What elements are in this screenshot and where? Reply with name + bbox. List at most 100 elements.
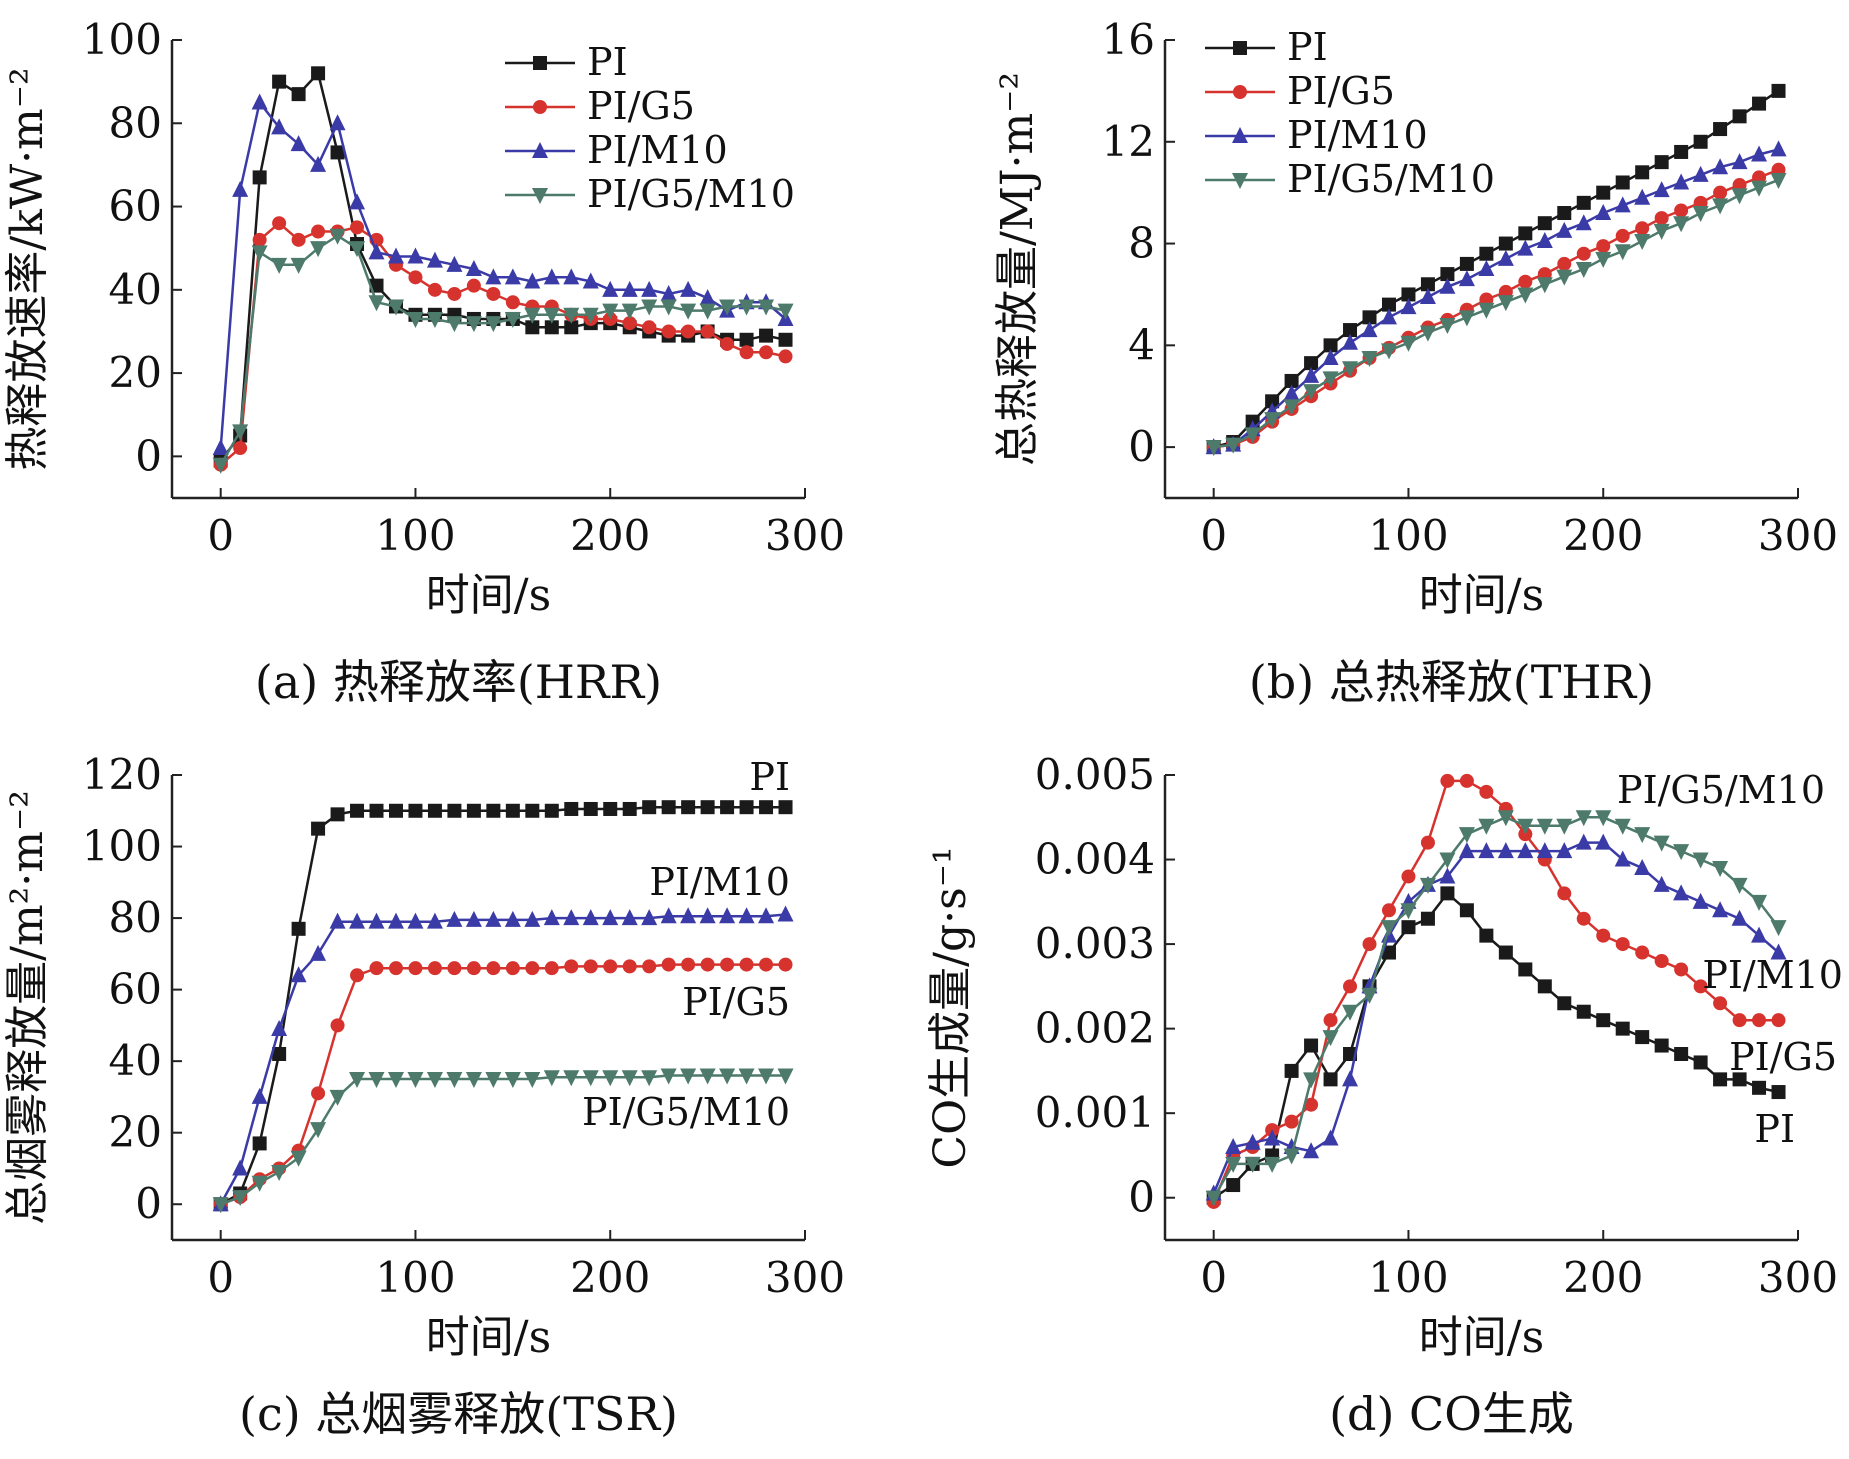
data-point — [1635, 221, 1650, 236]
data-point — [1400, 335, 1417, 352]
data-point — [407, 1072, 424, 1089]
data-point — [1479, 928, 1494, 943]
data-point — [699, 303, 716, 320]
data-point — [311, 66, 326, 81]
data-point — [447, 286, 462, 301]
data-point — [1342, 1070, 1359, 1087]
data-point — [680, 280, 697, 297]
data-point — [1556, 269, 1573, 286]
data-point — [563, 1070, 580, 1087]
data-point — [1712, 198, 1729, 215]
data-point — [1635, 165, 1650, 180]
data-point — [1713, 122, 1728, 137]
legend-label: PI/M10 — [1287, 113, 1428, 157]
legend-swatch-marker — [1232, 173, 1248, 189]
data-point — [1420, 277, 1435, 292]
series-line-pi-g5-m10 — [219, 234, 786, 466]
data-point — [1770, 943, 1787, 960]
panel-caption: (b) 总热释放(THR) — [1249, 655, 1654, 709]
data-point — [446, 910, 463, 927]
data-point — [622, 316, 637, 331]
data-point — [1692, 892, 1709, 909]
data-point — [1303, 384, 1320, 401]
data-point — [1536, 818, 1553, 835]
data-point — [1751, 894, 1768, 911]
data-point — [1575, 214, 1592, 231]
data-point — [525, 961, 540, 976]
series-end-label: PI/G5/M10 — [1617, 768, 1825, 812]
data-point — [504, 311, 521, 328]
y-tick-label: 4 — [1128, 320, 1155, 369]
data-point — [1673, 884, 1690, 901]
data-point — [1284, 1063, 1299, 1078]
data-point — [426, 251, 443, 268]
data-point — [699, 907, 716, 924]
data-point — [1731, 909, 1748, 926]
data-point — [388, 803, 403, 818]
data-point — [642, 959, 657, 974]
data-point — [1283, 399, 1300, 416]
x-tick-label: 0 — [1200, 1253, 1227, 1302]
data-point — [311, 1086, 326, 1101]
data-point — [582, 272, 599, 289]
data-point — [1752, 1080, 1767, 1095]
data-point — [1595, 810, 1612, 827]
data-point — [1517, 842, 1534, 859]
data-point — [525, 320, 540, 335]
data-point — [680, 1068, 697, 1085]
data-point — [271, 257, 288, 274]
legend-label: PI/G5 — [1287, 69, 1395, 113]
y-tick-label: 0.005 — [1035, 750, 1155, 799]
series-line-pi-m10 — [1212, 841, 1780, 1194]
data-point — [641, 280, 658, 297]
data-point — [738, 299, 755, 316]
data-point — [1557, 996, 1572, 1011]
series-end-label: PI — [749, 755, 790, 799]
data-point — [641, 1070, 658, 1087]
data-point — [1225, 1138, 1242, 1154]
data-point — [329, 228, 346, 245]
data-point — [700, 957, 715, 972]
data-point — [1731, 188, 1748, 205]
y-tick-label: 80 — [109, 98, 162, 147]
y-tick-label: 12 — [1102, 117, 1155, 166]
data-point — [660, 284, 677, 301]
data-point — [407, 912, 424, 929]
data-point — [1478, 818, 1495, 835]
series-pi-g5-m10 — [212, 228, 794, 474]
series-end-label: PI — [1754, 1107, 1795, 1151]
data-point — [777, 1068, 794, 1085]
series-pi-m10 — [1205, 833, 1787, 1201]
data-point — [1244, 1156, 1261, 1173]
data-point — [680, 907, 697, 924]
data-point — [1225, 1156, 1242, 1173]
data-point — [1362, 310, 1377, 325]
data-point — [1323, 1072, 1338, 1087]
data-point — [349, 1072, 366, 1089]
y-tick-label: 60 — [109, 182, 162, 231]
data-point — [272, 1047, 287, 1061]
data-point — [1517, 818, 1534, 835]
data-point — [1537, 979, 1552, 994]
data-point — [485, 1072, 502, 1089]
data-point — [1244, 427, 1261, 444]
data-point — [1401, 869, 1416, 884]
data-point — [426, 912, 443, 929]
y-axis-title: 总烟雾释放量/m²·m⁻² — [2, 790, 53, 1225]
data-point — [1439, 277, 1456, 294]
data-point — [1615, 228, 1630, 243]
data-point — [1380, 920, 1397, 937]
data-point — [1420, 911, 1435, 926]
data-point — [271, 118, 288, 135]
data-point — [1712, 158, 1729, 175]
data-point — [505, 295, 520, 310]
data-point — [1323, 338, 1338, 353]
data-point — [1693, 134, 1708, 149]
data-point — [1751, 926, 1768, 943]
legend-swatch-marker — [532, 188, 548, 204]
data-point — [681, 800, 696, 815]
data-point — [1419, 877, 1436, 894]
y-tick-label: 100 — [82, 822, 162, 871]
data-point — [1596, 1013, 1611, 1028]
data-point — [544, 320, 559, 335]
